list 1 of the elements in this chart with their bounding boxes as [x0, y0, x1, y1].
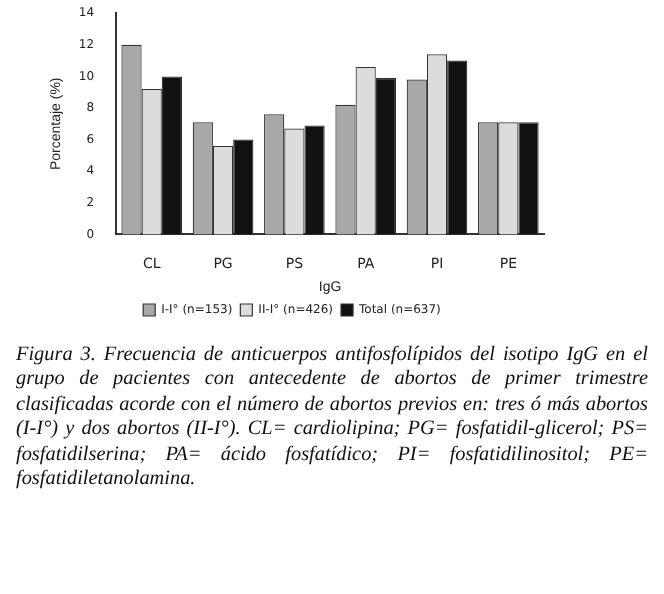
text: Figura 3. Frecuencia de anticuerpos antifosfolípidos del isotipo IgG en el grupo de pacientes con antecedente de abortos de primer trimestre clasificadas acorde con el número de abortos previos en: tres ó más abortos (I-I°) y dos abortos (II-I°). CL= cardiolipina; PG= fosfatidil-glicerol; PS= fosfatidilserina; PA= ácido fosfatídico; PI= fosfatidilinositol; PE= fosfatidiletanolamina.: [16, 344, 648, 494]
